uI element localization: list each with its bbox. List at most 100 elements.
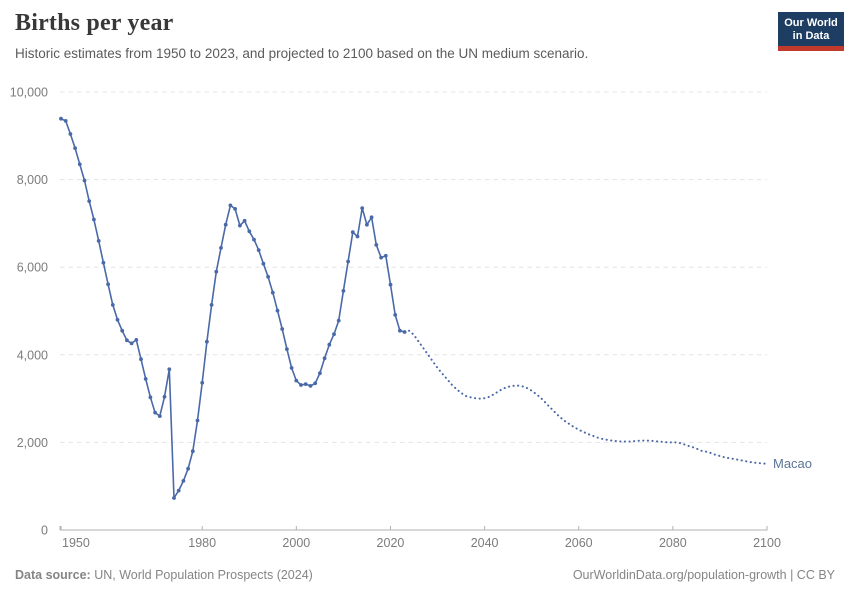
y-axis-tick-label: 0 xyxy=(41,524,48,538)
projection-series-line[interactable] xyxy=(403,329,768,465)
data-point-marker xyxy=(82,178,87,183)
data-point-marker xyxy=(332,332,336,337)
data-point-marker xyxy=(346,259,350,264)
y-axis-tick-label: 2,000 xyxy=(17,436,48,450)
data-source-text: UN, World Population Prospects (2024) xyxy=(90,568,313,582)
data-point-marker xyxy=(383,253,388,258)
data-point-marker xyxy=(153,410,158,415)
data-source-label: Data source: xyxy=(15,568,91,582)
data-point-marker xyxy=(327,342,332,347)
data-point-marker xyxy=(92,217,96,222)
data-point-marker xyxy=(360,206,365,211)
data-point-marker xyxy=(256,248,261,253)
data-point-marker xyxy=(143,377,148,381)
data-point-marker xyxy=(77,162,82,167)
data-point-marker xyxy=(266,274,270,279)
data-point-marker xyxy=(299,383,303,387)
data-point-marker xyxy=(369,215,374,220)
x-axis-tick-label: 2060 xyxy=(565,536,593,550)
data-point-marker xyxy=(186,466,191,471)
data-point-marker xyxy=(73,146,77,151)
data-point-marker xyxy=(115,317,120,322)
data-point-marker xyxy=(96,239,101,243)
data-point-marker xyxy=(139,357,143,362)
data-point-marker xyxy=(106,282,110,287)
data-point-marker xyxy=(238,223,242,228)
data-point-marker xyxy=(129,341,134,346)
x-axis-tick-label: 2080 xyxy=(659,536,687,550)
data-point-marker xyxy=(336,318,341,323)
data-point-marker xyxy=(110,303,115,307)
data-point-marker xyxy=(318,371,322,376)
x-axis-tick-label: 1980 xyxy=(188,536,216,550)
data-point-marker xyxy=(322,356,327,361)
data-point-marker xyxy=(101,260,106,265)
data-point-marker xyxy=(134,338,139,342)
data-point-marker xyxy=(157,414,162,418)
data-point-marker xyxy=(190,449,195,454)
data-point-marker xyxy=(303,382,308,386)
y-axis-tick-label: 6,000 xyxy=(17,261,48,275)
data-point-marker xyxy=(355,234,360,239)
data-point-marker xyxy=(280,327,285,331)
x-axis-tick-label: 2040 xyxy=(471,536,499,550)
data-point-marker xyxy=(308,384,313,388)
y-axis-tick-label: 4,000 xyxy=(17,348,48,362)
chart-subtitle: Historic estimates from 1950 to 2023, an… xyxy=(15,46,589,61)
data-point-marker xyxy=(365,222,369,227)
x-axis-tick-label: 1950 xyxy=(62,536,90,550)
data-point-marker xyxy=(195,418,200,423)
data-point-marker xyxy=(219,246,223,250)
data-point-marker xyxy=(398,328,402,333)
data-point-marker xyxy=(209,303,214,307)
owid-logo[interactable]: Our World in Data xyxy=(778,12,844,51)
data-point-marker xyxy=(341,289,346,293)
data-point-marker xyxy=(200,380,205,385)
owid-logo-line2: in Data xyxy=(792,29,830,42)
data-point-marker xyxy=(148,395,153,400)
data-point-marker xyxy=(285,347,289,351)
credit-link[interactable]: OurWorldinData.org/population-growth | C… xyxy=(572,568,835,582)
data-point-marker xyxy=(167,367,172,372)
y-axis-tick-label: 8,000 xyxy=(17,173,48,187)
data-point-marker xyxy=(181,479,186,483)
entity-label-macao[interactable]: Macao xyxy=(773,455,813,471)
data-point-marker xyxy=(393,313,398,317)
data-source-note[interactable]: Data source: UN, World Population Prospe… xyxy=(15,568,313,582)
chart-header: Births per year Historic estimates from … xyxy=(15,10,775,61)
data-point-marker xyxy=(350,230,355,235)
historic-series-line[interactable] xyxy=(60,117,406,499)
data-point-marker xyxy=(162,394,167,399)
data-point-marker xyxy=(59,116,63,121)
data-point-marker xyxy=(223,222,228,227)
data-point-marker xyxy=(313,381,318,386)
x-axis-tick-label: 2020 xyxy=(377,536,405,550)
y-axis-tick-label: 10,000 xyxy=(10,86,48,100)
data-point-marker xyxy=(87,199,92,204)
data-point-marker xyxy=(228,203,233,208)
data-point-marker xyxy=(261,261,266,266)
data-point-marker xyxy=(125,338,129,343)
data-point-marker xyxy=(233,207,238,211)
data-point-marker xyxy=(176,488,181,493)
data-point-marker xyxy=(388,282,393,287)
data-point-marker xyxy=(205,339,209,344)
data-point-marker xyxy=(172,496,176,500)
data-point-marker xyxy=(374,243,379,247)
data-point-marker xyxy=(275,308,280,313)
owid-logo-line1: Our World xyxy=(784,17,838,29)
data-point-marker xyxy=(289,366,294,370)
chart-footer: Data source: UN, World Population Prospe… xyxy=(15,568,835,582)
data-point-marker xyxy=(379,255,383,260)
data-point-marker xyxy=(247,229,252,234)
data-point-marker xyxy=(252,237,256,242)
page-title: Births per year xyxy=(15,10,174,36)
data-point-marker xyxy=(68,132,73,136)
data-point-marker xyxy=(242,218,247,223)
data-point-marker xyxy=(120,328,125,333)
x-axis-tick-label: 2000 xyxy=(282,536,310,550)
x-axis-tick-label: 2100 xyxy=(753,536,781,550)
data-point-marker xyxy=(270,290,275,295)
